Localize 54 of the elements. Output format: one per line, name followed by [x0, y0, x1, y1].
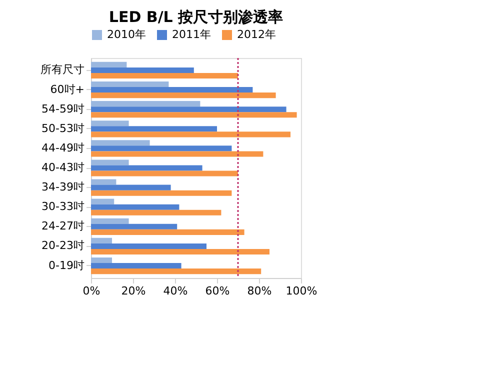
bar	[91, 170, 238, 176]
bar	[91, 67, 194, 73]
x-tick-label: 20%	[121, 284, 146, 298]
bar	[91, 165, 202, 171]
bar	[91, 229, 244, 235]
y-tick-label: 0-19吋	[48, 258, 84, 272]
bar	[91, 120, 129, 126]
bar	[91, 248, 270, 255]
bar	[91, 218, 129, 224]
y-tick-label: 24-27吋	[42, 220, 84, 233]
bar	[91, 268, 262, 274]
bar	[91, 179, 116, 185]
bar	[91, 243, 206, 249]
x-tick-label: 60%	[205, 284, 230, 298]
bar	[91, 81, 169, 88]
x-tick-label: 100%	[286, 284, 318, 298]
y-tick-label: 34-39吋	[42, 180, 84, 194]
bar	[91, 126, 217, 132]
bar	[91, 160, 129, 166]
bar	[91, 204, 180, 210]
bar	[91, 72, 238, 79]
x-tick-label: 40%	[163, 284, 188, 298]
y-tick-label: 40-43吋	[42, 161, 84, 174]
bar	[91, 112, 297, 118]
bar	[91, 140, 150, 146]
x-tick-label: 80%	[247, 284, 272, 298]
y-tick-label: 所有尺寸	[40, 63, 84, 76]
y-tick-label: 50-53吋	[42, 122, 84, 135]
bar	[91, 190, 232, 196]
y-tick-label: 44-49吋	[42, 141, 84, 154]
bar	[91, 101, 200, 107]
bar	[91, 92, 276, 98]
bar	[91, 257, 112, 264]
chart-title: LED B/L 按尺寸别渗透率	[108, 8, 284, 26]
bar	[91, 106, 286, 112]
y-tick-label: 54-59吋	[42, 102, 84, 116]
bar	[91, 198, 114, 204]
legend-label: 2011年	[172, 28, 211, 41]
bar	[91, 151, 264, 157]
legend-label: 2010年	[107, 28, 146, 41]
bar	[91, 132, 290, 138]
legend-label: 2012年	[237, 28, 276, 41]
bar	[91, 62, 127, 68]
bar	[91, 224, 178, 230]
bar	[91, 87, 253, 93]
bar	[91, 210, 222, 216]
x-tick-label: 0%	[82, 284, 100, 298]
bar	[91, 146, 232, 152]
bar	[91, 263, 182, 269]
bar	[91, 184, 171, 190]
y-tick-label: 30-33吋	[42, 200, 84, 214]
y-tick-label: 20-23吋	[42, 239, 84, 252]
bar	[91, 238, 112, 244]
y-tick-label: 60吋+	[50, 82, 84, 96]
